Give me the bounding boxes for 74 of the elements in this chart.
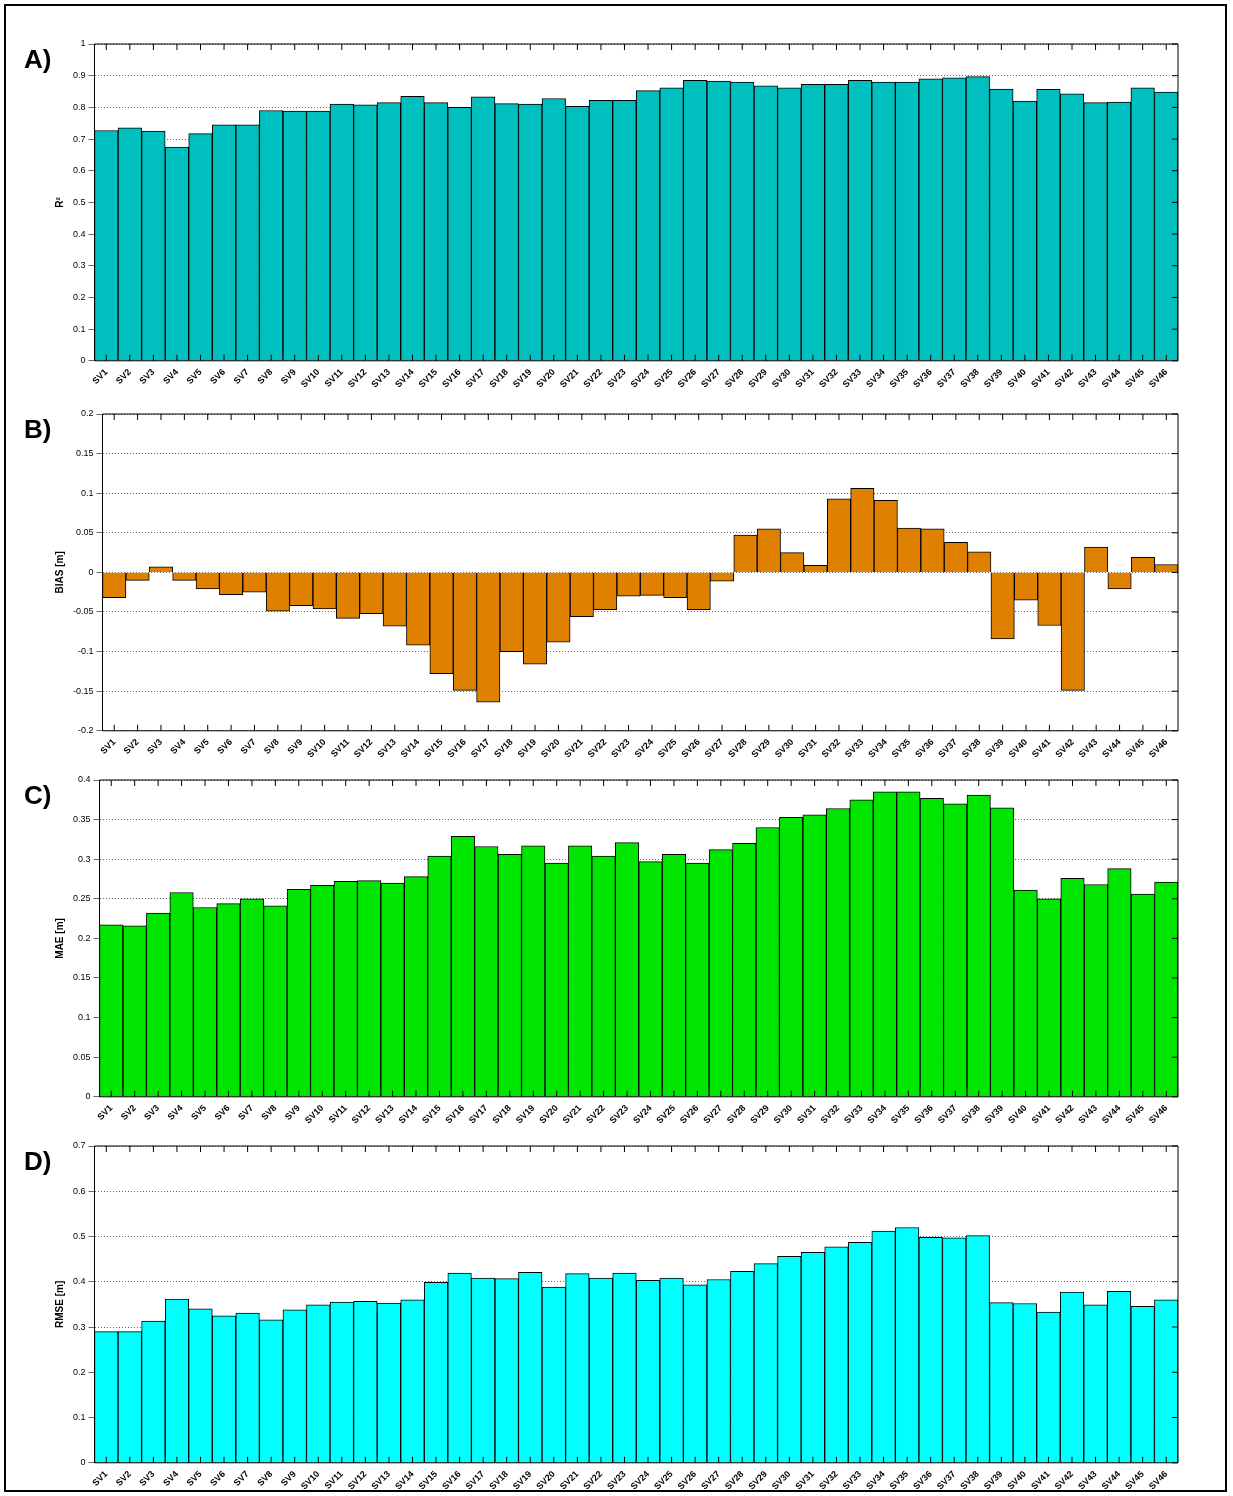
x-tick-label: SV8 [259,1102,279,1122]
y-tick-label: 0.4 [73,1276,86,1287]
x-tick-label: SV8 [255,366,275,386]
x-tick-label: SV8 [255,1468,275,1488]
chart-title: B) [24,414,52,445]
x-tick-label: SV6 [208,366,228,386]
y-axis-title: R² [53,196,65,208]
y-tick-label: -0.2 [78,725,94,736]
y-tick-label: 0.5 [73,1231,86,1241]
y-axis-title: BIAS [m] [53,551,65,594]
y-tick-label: 0 [85,1091,91,1102]
x-tick-label: SV4 [161,366,181,386]
y-tick-label: -0.15 [73,685,94,696]
x-tick-label: SV9 [285,736,305,756]
x-tick-label: SV1 [95,1102,115,1122]
y-tick-label: 0.3 [73,1321,86,1332]
x-tick-label: SV9 [278,366,298,386]
y-tick-label: 0.6 [73,165,86,176]
y-tick-label: 0.2 [73,291,86,302]
y-tick-label: 0.5 [73,196,86,207]
x-tick-label: SV3 [137,1468,157,1488]
y-tick-label: 0.1 [73,323,86,334]
chart-title: A) [24,44,52,75]
x-tick-label: SV1 [90,366,110,386]
y-tick-label: 0.15 [75,448,94,459]
y-tick-label: 0.15 [72,972,91,983]
y-tick-label: 0.05 [72,1051,91,1062]
x-tick-label: SV2 [113,1468,134,1488]
chart-title: D) [24,1146,52,1177]
y-tick-label: 0.2 [78,932,91,943]
y-tick-label: 0.1 [78,1012,91,1023]
y-tick-label: -0.1 [78,646,94,657]
y-tick-label: 0.1 [73,1412,86,1423]
x-tick-label: SV4 [165,1102,185,1122]
y-tick-label: 1 [80,38,86,49]
y-tick-label: 0.3 [73,260,86,271]
y-tick-label: 0.2 [81,408,94,419]
x-tick-label: SV8 [261,736,282,756]
x-tick-label: SV2 [113,366,134,386]
x-tick-label: SV4 [161,1468,181,1488]
x-tick-label: SV3 [142,1102,162,1122]
x-tick-label: SV2 [118,1102,138,1122]
y-tick-label: 0.7 [73,1140,86,1151]
x-tick-label: SV6 [212,1102,232,1122]
y-tick-label: 0.4 [78,774,91,785]
x-tick-label: SV4 [168,736,188,756]
x-tick-label: SV5 [189,1102,209,1122]
y-tick-label: 0 [80,1457,86,1468]
x-tick-label: SV9 [282,1102,302,1122]
x-tick-label: SV6 [208,1468,228,1488]
x-tick-label: SV1 [90,1468,110,1488]
y-tick-label: -0.05 [73,606,94,617]
y-tick-label: 0.35 [72,814,91,825]
x-tick-label: SV3 [145,736,165,756]
y-tick-label: 0.9 [73,70,86,81]
x-tick-label: SV1 [98,736,118,756]
y-tick-label: 0.2 [73,1366,86,1377]
x-tick-label: SV9 [278,1468,298,1488]
y-axis-title: RMSE [m] [53,1280,65,1329]
y-tick-label: 0.7 [73,133,86,144]
x-tick-label: SV3 [137,366,157,386]
y-tick-label: 0.4 [73,228,86,239]
y-tick-label: 0 [88,566,94,577]
y-tick-label: 0.8 [73,101,86,112]
y-tick-label: 0.6 [73,1185,86,1196]
y-tick-label: 0.05 [75,527,94,538]
y-axis-title: MAE [m] [53,918,65,959]
y-tick-label: 0.3 [78,853,91,864]
y-tick-label: 0 [80,355,86,366]
x-tick-label: SV6 [215,736,235,756]
y-tick-label: 0.25 [72,893,91,904]
y-tick-label: 0.1 [81,487,94,498]
x-tick-label: SV2 [121,736,141,756]
chart-title: C) [24,780,52,811]
